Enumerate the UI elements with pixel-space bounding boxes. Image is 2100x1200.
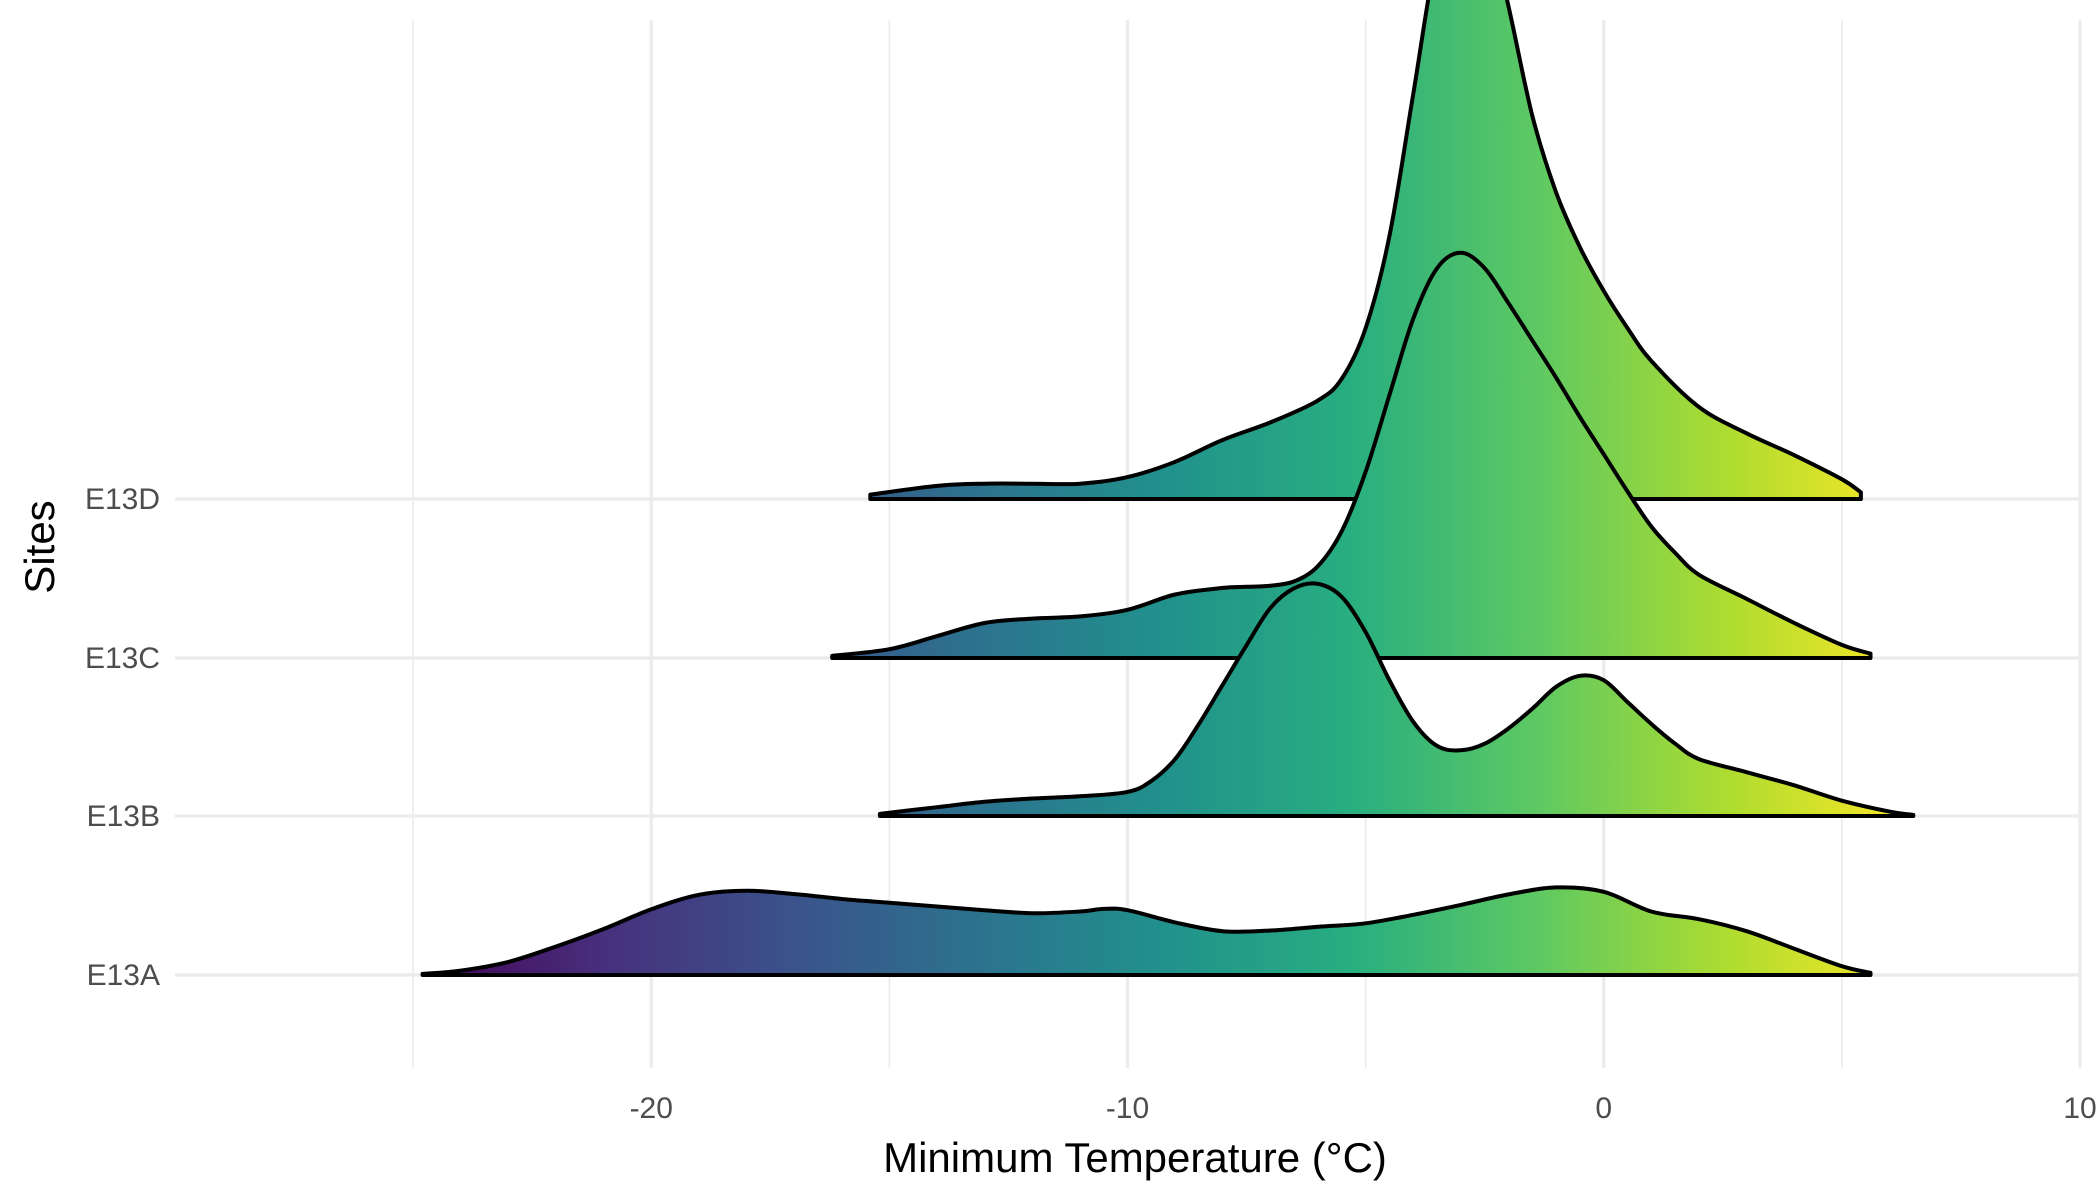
density-ridges	[420, 0, 1916, 977]
y-tick-label: E13C	[85, 642, 160, 675]
y-tick-label: E13B	[87, 800, 160, 833]
x-tick-label: 0	[1595, 1092, 1612, 1125]
y-tick-label: E13A	[87, 959, 160, 992]
ridge-e13b	[877, 581, 1916, 818]
ridge-e13d	[868, 0, 1863, 501]
y-tick-label: E13D	[85, 483, 160, 516]
x-tick-label: 10	[2063, 1092, 2096, 1125]
ridge-e13a	[420, 885, 1873, 977]
x-tick-label: -20	[630, 1092, 673, 1125]
x-tick-label: -10	[1106, 1092, 1149, 1125]
x-axis-title: Minimum Temperature (°C)	[883, 1134, 1387, 1181]
ridge-e13c	[830, 250, 1873, 660]
y-axis-title: Sites	[16, 500, 63, 593]
axis-tick-labels: -20 -10 0 10 E13A E13B E13C E13D	[85, 483, 2097, 1125]
